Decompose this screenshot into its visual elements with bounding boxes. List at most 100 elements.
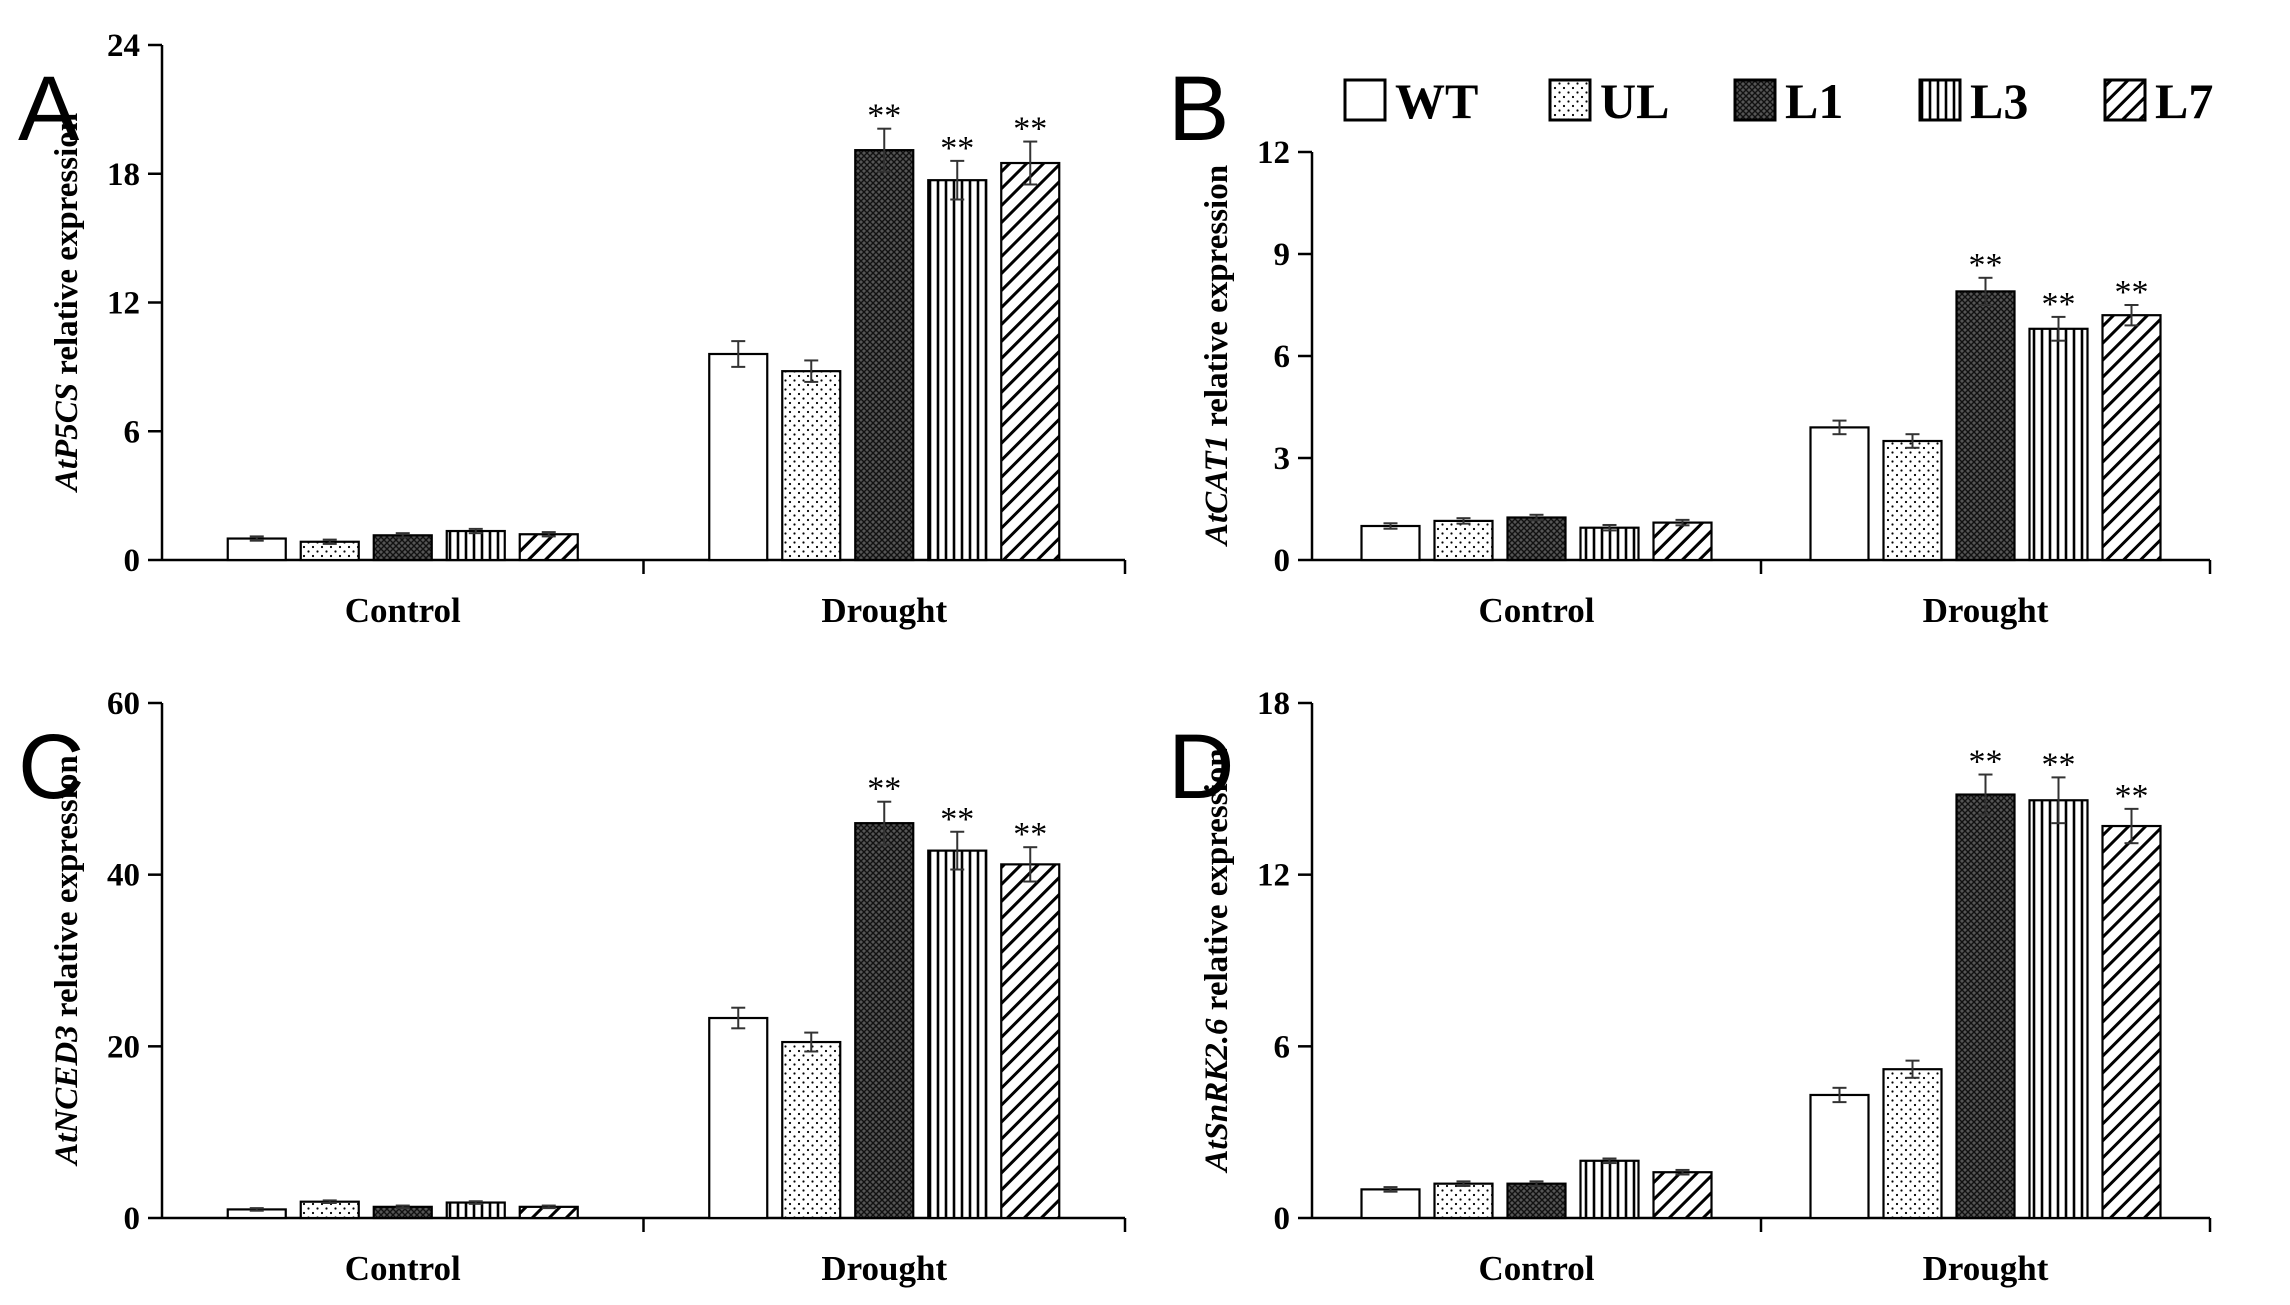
y-tick-label-d-1: 6 xyxy=(1274,1029,1291,1065)
legend-swatch-ul xyxy=(1548,78,1592,122)
legend-swatch-wt xyxy=(1343,78,1387,122)
y-axis-gene-d: AtSnRK2.6 xyxy=(1199,1018,1235,1174)
bar-b-wt-0 xyxy=(1360,524,1421,562)
panel-letter-d: D xyxy=(1168,716,1234,818)
x-tick-label-d-1: Drought xyxy=(1923,1249,2049,1288)
y-axis-label-text-c: relative expression xyxy=(49,755,85,1025)
bar-d-l1-0 xyxy=(1506,1182,1567,1220)
bar-b-ul-1 xyxy=(1882,439,1943,562)
legend-swatch-l1 xyxy=(1733,78,1777,122)
y-tick-label-b-3: 9 xyxy=(1274,237,1291,273)
bar-a-ul-1 xyxy=(781,370,842,562)
legend-label-wt: WT xyxy=(1395,73,1478,129)
legend-swatch-l7 xyxy=(2103,78,2147,122)
significance-c-l1-1: ** xyxy=(867,771,901,808)
legend-label-ul: UL xyxy=(1600,73,1669,129)
y-tick-label-b-2: 6 xyxy=(1274,339,1291,375)
legend-label-l1: L1 xyxy=(1785,73,1843,129)
bar-c-ul-0 xyxy=(299,1200,360,1220)
x-tick-label-c-1: Drought xyxy=(821,1249,947,1288)
bar-b-l7-1 xyxy=(2101,314,2162,562)
y-axis-gene-c: AtNCED3 xyxy=(49,1025,85,1166)
x-tick-label-b-1: Drought xyxy=(1923,591,2049,630)
significance-b-l3-1: ** xyxy=(2042,286,2076,323)
bar-d-ul-1 xyxy=(1882,1068,1943,1220)
significance-d-l3-1: ** xyxy=(2042,746,2076,783)
x-tick-label-c-0: Control xyxy=(345,1249,461,1288)
y-axis-label-c: AtNCED3 relative expression xyxy=(49,755,85,1166)
legend-entry-wt: WT xyxy=(1343,73,1478,129)
bar-c-l7-1 xyxy=(1000,863,1061,1220)
significance-d-l1-1: ** xyxy=(1969,744,2003,781)
y-tick-label-a-2: 12 xyxy=(107,286,140,322)
significance-a-l1-1: ** xyxy=(867,98,901,135)
bar-d-wt-0 xyxy=(1360,1188,1421,1220)
y-axis-gene-b: AtCAT1 xyxy=(1199,435,1235,547)
y-tick-label-d-2: 12 xyxy=(1257,858,1290,894)
y-axis-gene-a: AtP5CS xyxy=(49,383,85,493)
y-tick-label-c-1: 20 xyxy=(107,1029,140,1065)
panel-b: B AtCAT1 relative expression 0 3 6 9 12 Control… xyxy=(1168,58,2212,630)
bar-b-l1-0 xyxy=(1506,516,1567,562)
bar-d-l3-1 xyxy=(2028,799,2089,1220)
bar-d-wt-1 xyxy=(1809,1093,1870,1220)
significance-a-l7-1: ** xyxy=(1013,111,1047,148)
significance-b-l7-1: ** xyxy=(2115,274,2149,311)
x-tick-label-d-0: Control xyxy=(1478,1249,1594,1288)
y-tick-label-b-4: 12 xyxy=(1257,135,1290,171)
y-axis-label-b: AtCAT1 relative expression xyxy=(1199,165,1235,547)
y-tick-label-d-3: 18 xyxy=(1257,686,1290,722)
bar-a-l3-1 xyxy=(927,179,988,562)
bar-d-ul-0 xyxy=(1433,1182,1494,1220)
significance-d-l7-1: ** xyxy=(2115,778,2149,815)
significance-c-l7-1: ** xyxy=(1013,816,1047,853)
y-tick-label-b-0: 0 xyxy=(1274,543,1291,579)
legend-entry-l7: L7 xyxy=(2103,73,2213,129)
panel-letter-c: C xyxy=(18,716,84,818)
x-tick-label-a-1: Drought xyxy=(821,591,947,630)
bar-c-l1-1 xyxy=(854,822,915,1220)
y-tick-label-c-2: 40 xyxy=(107,858,140,894)
bar-a-l7-1 xyxy=(1000,161,1061,562)
panels: A AtP5CS relative expression 0 6 12 18 24 Contr… xyxy=(18,28,2212,1288)
legend-entry-ul: UL xyxy=(1548,73,1669,129)
bar-b-l1-1 xyxy=(1955,290,2016,562)
legend-entry-l3: L3 xyxy=(1918,73,2028,129)
significance-b-l1-1: ** xyxy=(1969,247,2003,284)
bar-a-l3-0 xyxy=(445,529,506,562)
y-tick-label-a-3: 18 xyxy=(107,157,140,193)
bar-b-wt-1 xyxy=(1809,426,1870,562)
bar-c-ul-1 xyxy=(781,1040,842,1220)
y-tick-label-c-0: 0 xyxy=(124,1201,141,1237)
y-tick-label-a-4: 24 xyxy=(107,28,140,64)
bar-c-wt-1 xyxy=(708,1016,769,1220)
y-axis-label-d: AtSnRK2.6 relative expression xyxy=(1199,748,1235,1173)
bar-d-l3-0 xyxy=(1579,1159,1640,1220)
bar-b-l3-1 xyxy=(2028,327,2089,562)
panel-letter-b: B xyxy=(1168,58,1229,160)
bar-d-l1-1 xyxy=(1955,793,2016,1220)
y-tick-label-c-3: 60 xyxy=(107,686,140,722)
y-tick-label-a-0: 0 xyxy=(124,543,141,579)
bar-d-l7-1 xyxy=(2101,824,2162,1220)
bar-a-l1-0 xyxy=(372,534,433,562)
bar-a-wt-1 xyxy=(708,352,769,562)
bar-a-wt-0 xyxy=(226,537,287,562)
significance-a-l3-1: ** xyxy=(940,130,974,167)
legend: WT UL L1 L3 L7 xyxy=(1343,73,2213,129)
bar-b-l7-0 xyxy=(1652,521,1713,562)
bar-d-l7-0 xyxy=(1652,1171,1713,1220)
panel-letter-a: A xyxy=(18,58,80,160)
bar-a-l7-0 xyxy=(518,533,579,562)
x-tick-label-b-0: Control xyxy=(1478,591,1594,630)
y-axis-label-text-d: relative expression xyxy=(1199,748,1235,1018)
bar-b-l3-0 xyxy=(1579,526,1640,562)
bar-a-l1-1 xyxy=(854,149,915,562)
legend-label-l7: L7 xyxy=(2155,73,2213,129)
bar-c-l3-1 xyxy=(927,849,988,1220)
y-tick-label-b-1: 3 xyxy=(1274,441,1291,477)
